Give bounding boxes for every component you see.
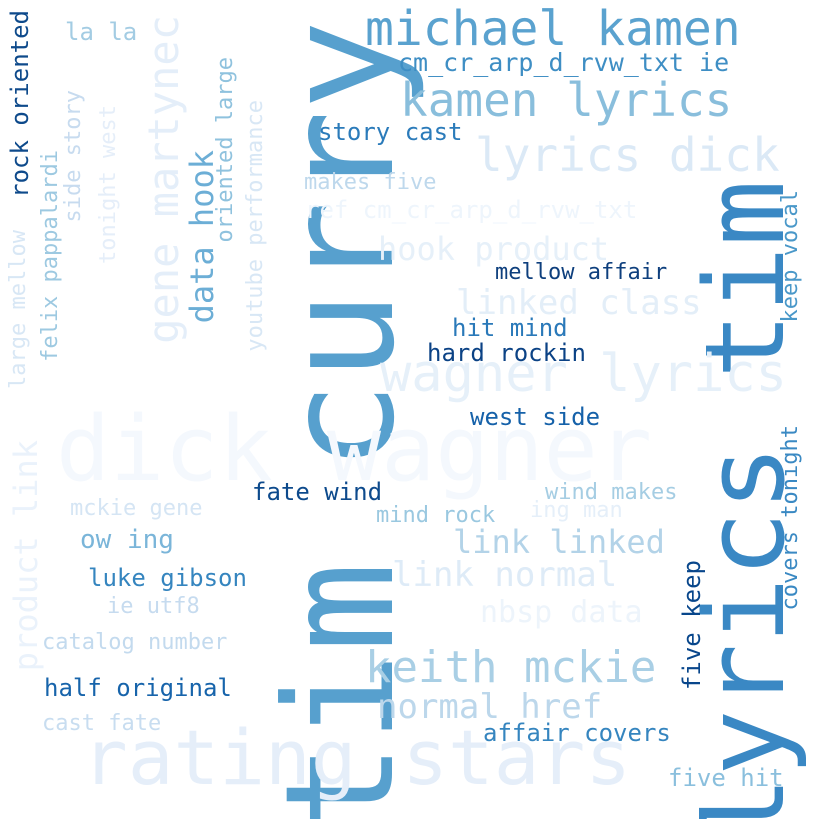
word-west-side: west side xyxy=(470,403,601,431)
word-rock-oriented: rock oriented xyxy=(6,10,34,198)
word-hard-rockin: hard rockin xyxy=(427,339,586,367)
word-ref-cm-cr-arp: ref cm_cr_arp_d_rvw_txt xyxy=(305,196,638,224)
word-rating-stars: rating stars xyxy=(82,713,632,802)
word-ie-utf8: ie utf8 xyxy=(107,594,200,619)
word-five-keep: five keep xyxy=(678,560,706,691)
word-nbsp-data: nbsp data xyxy=(480,595,643,630)
word-mckie-gene: mckie gene xyxy=(70,496,203,521)
word-felix-pappalardi: felix pappalardi xyxy=(38,150,63,362)
word-catalog-number: catalog number xyxy=(42,630,228,655)
word-linked-class: linked class xyxy=(456,283,702,323)
word-ow-ing: ow ing xyxy=(80,525,174,555)
word-cm-cr-arp-ie: cm_cr_arp_d_rvw_txt ie xyxy=(398,48,730,77)
word-kamen-lyrics: kamen lyrics xyxy=(400,73,733,127)
word-large-mellow: large mellow xyxy=(6,230,31,389)
word-ing-man: ing man xyxy=(530,498,623,523)
word-product-link: product link xyxy=(7,440,45,672)
word-keith-mckie: keith mckie xyxy=(365,642,657,693)
word-wagner-lyrics: wagner lyrics xyxy=(380,344,787,404)
word-link-normal: link normal xyxy=(392,555,618,595)
word-luke-gibson: luke gibson xyxy=(88,564,247,592)
word-normal-href: normal href xyxy=(377,687,603,727)
word-hit-mind: hit mind xyxy=(452,314,568,342)
word-dick-wagner: dick wagner xyxy=(56,397,653,502)
word-oriented-large: oriented large xyxy=(213,57,238,243)
word-cast-fate: cast fate xyxy=(42,711,162,736)
word-fate-wind: fate wind xyxy=(252,478,383,506)
word-michael-kamen: michael kamen xyxy=(365,1,741,57)
word-affair-covers: affair covers xyxy=(483,719,671,747)
word-youtube-performance: youtube performance xyxy=(243,100,268,352)
word-mellow-affair: mellow affair xyxy=(495,260,668,285)
word-tonight-west: tonight west xyxy=(96,105,121,264)
word-hook-product: hook product xyxy=(378,230,610,268)
word-makes-five: makes five xyxy=(304,170,437,195)
word-story-cast: story cast xyxy=(318,118,463,146)
word-gene-martynec: gene martynec xyxy=(139,15,188,344)
word-half-original: half original xyxy=(44,674,232,702)
word-covers-tonight: covers tonight xyxy=(778,425,803,611)
word-lyrics-dick: lyrics dick xyxy=(475,128,780,182)
word-side-story: side story xyxy=(61,90,86,223)
word-keep-vocal: keep vocal xyxy=(778,190,803,323)
word-link-linked: link linked xyxy=(453,523,665,561)
word-la-la: la la xyxy=(65,18,138,46)
word-mind-rock: mind rock xyxy=(376,503,496,528)
word-wind-makes: wind makes xyxy=(545,480,678,505)
word-five-hit: five hit xyxy=(668,764,784,792)
